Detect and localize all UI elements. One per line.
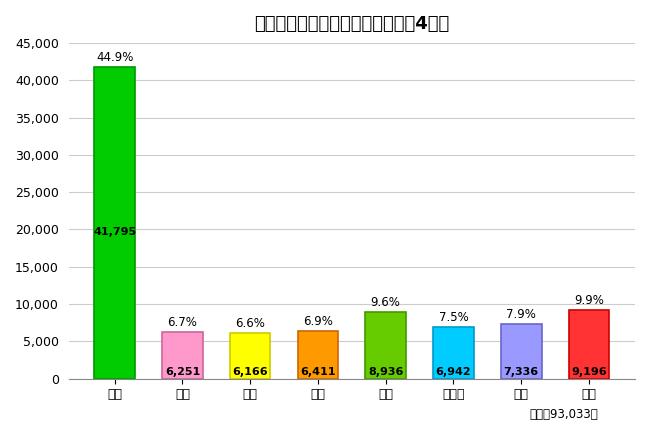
Bar: [230, 333, 270, 379]
Text: （合計93,033）: （合計93,033）: [529, 408, 598, 421]
Text: 6.6%: 6.6%: [235, 317, 265, 330]
Text: 6,411: 6,411: [300, 366, 335, 377]
Text: 7.5%: 7.5%: [439, 311, 468, 324]
Text: 6,251: 6,251: [165, 366, 200, 377]
Text: 8,936: 8,936: [368, 366, 404, 377]
Bar: [569, 310, 609, 379]
Text: 6.9%: 6.9%: [303, 315, 333, 328]
Text: 7,336: 7,336: [504, 366, 539, 377]
Text: 9.6%: 9.6%: [370, 296, 400, 309]
Bar: [501, 324, 541, 379]
Bar: [365, 312, 406, 379]
Text: 9.9%: 9.9%: [574, 294, 604, 307]
Text: 6,942: 6,942: [436, 366, 471, 377]
Bar: [298, 331, 338, 379]
Text: 44.9%: 44.9%: [96, 51, 133, 64]
Text: 6,166: 6,166: [232, 366, 268, 377]
Bar: [162, 332, 203, 379]
Title: 管内地検別の事件受理人員（令和4年）: 管内地検別の事件受理人員（令和4年）: [254, 15, 449, 33]
Text: 41,795: 41,795: [93, 227, 136, 237]
Text: 7.9%: 7.9%: [506, 308, 536, 321]
Text: 6.7%: 6.7%: [168, 316, 198, 329]
Text: 9,196: 9,196: [571, 366, 606, 377]
Bar: [94, 67, 135, 379]
Bar: [433, 327, 474, 379]
